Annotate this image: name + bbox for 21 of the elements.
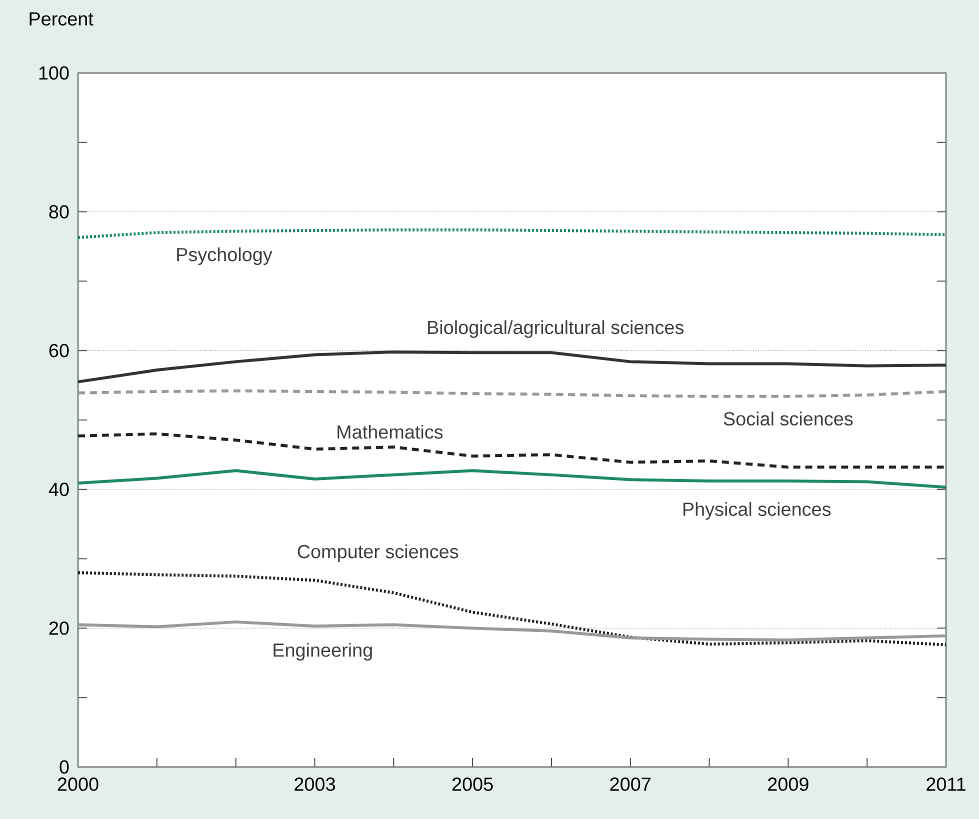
series-label: Engineering [274, 642, 372, 661]
x-tick-label: 2007 [610, 777, 650, 791]
y-tick-label: 100 [39, 66, 69, 80]
y-tick-label: 80 [49, 205, 69, 218]
line-series [76, 350, 948, 384]
series-label: Mathematics [338, 424, 443, 439]
y-tick-label: 0 [60, 760, 69, 774]
y-tick-label: 40 [48, 482, 69, 496]
y-axis-title: Percent [30, 12, 94, 26]
x-tick-label: 2000 [58, 777, 98, 791]
series-label: Psychology [177, 247, 272, 266]
series-label: Social sciences [724, 412, 853, 426]
y-tick-label: 60 [49, 344, 69, 358]
x-tick-label: 2003 [294, 777, 335, 791]
x-tick-label: 2005 [452, 777, 493, 791]
series-label: Biological/agricultural sciences [428, 320, 684, 338]
x-tick-label: 2011 [926, 777, 966, 791]
series-label: Computer sciences [298, 544, 458, 562]
series-label: Physical sciences [683, 502, 831, 520]
y-tick-label: 20 [49, 621, 69, 635]
x-tick-label: 2009 [768, 777, 808, 791]
